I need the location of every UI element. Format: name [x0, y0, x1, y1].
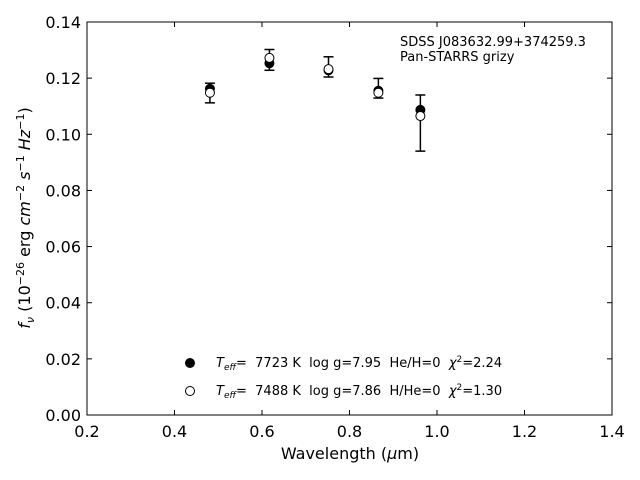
legend: Teff= 7723 K log g=7.95 He/H=0 χ2=2.24 T…	[185, 355, 502, 401]
x-axis-label: Wavelength (μm)	[281, 444, 419, 463]
x-tick-label: 1.2	[512, 422, 537, 441]
legend-marker-filled	[185, 358, 195, 368]
annotation-survey: Pan-STARRS grizy	[400, 50, 515, 65]
model-point-open	[373, 87, 384, 98]
legend-entry-2: Teff= 7488 K log g=7.86 H/He=0 χ2=1.30	[216, 383, 502, 401]
y-tick-label: 0.08	[45, 181, 81, 200]
x-tick-label: 1.4	[599, 422, 624, 441]
y-tick-label: 0.10	[45, 125, 81, 144]
y-axis-ticks: 0.00 0.02 0.04 0.06 0.08 0.10 0.12 0.14	[45, 13, 612, 425]
y-tick-label: 0.00	[45, 406, 81, 425]
model-point-open	[323, 64, 334, 75]
y-tick-label: 0.04	[45, 294, 81, 313]
x-tick-label: 0.4	[162, 422, 187, 441]
x-tick-label: 0.8	[337, 422, 362, 441]
y-tick-label: 0.06	[45, 238, 81, 257]
x-tick-label: 0.2	[74, 422, 99, 441]
x-tick-label: 0.6	[249, 422, 274, 441]
annotation-object-name: SDSS J083632.99+374259.3	[400, 35, 586, 50]
data-series	[204, 52, 426, 122]
y-tick-label: 0.14	[45, 13, 81, 32]
legend-marker-open	[185, 386, 195, 396]
model-point-open	[415, 111, 426, 122]
legend-entry-1: Teff= 7723 K log g=7.95 He/H=0 χ2=2.24	[216, 355, 502, 373]
plot-area	[86, 21, 613, 416]
y-tick-label: 0.02	[45, 350, 81, 369]
x-axis-ticks: 0.2 0.4 0.6 0.8 1.0 1.2 1.4	[74, 22, 625, 441]
model-point-open	[204, 87, 215, 98]
x-tick-label: 1.0	[424, 422, 449, 441]
y-tick-label: 0.12	[45, 69, 81, 88]
model-point-open	[264, 52, 275, 63]
y-axis-label: fν (10−26 erg cm−2 s−1 Hz−1)	[14, 107, 37, 328]
